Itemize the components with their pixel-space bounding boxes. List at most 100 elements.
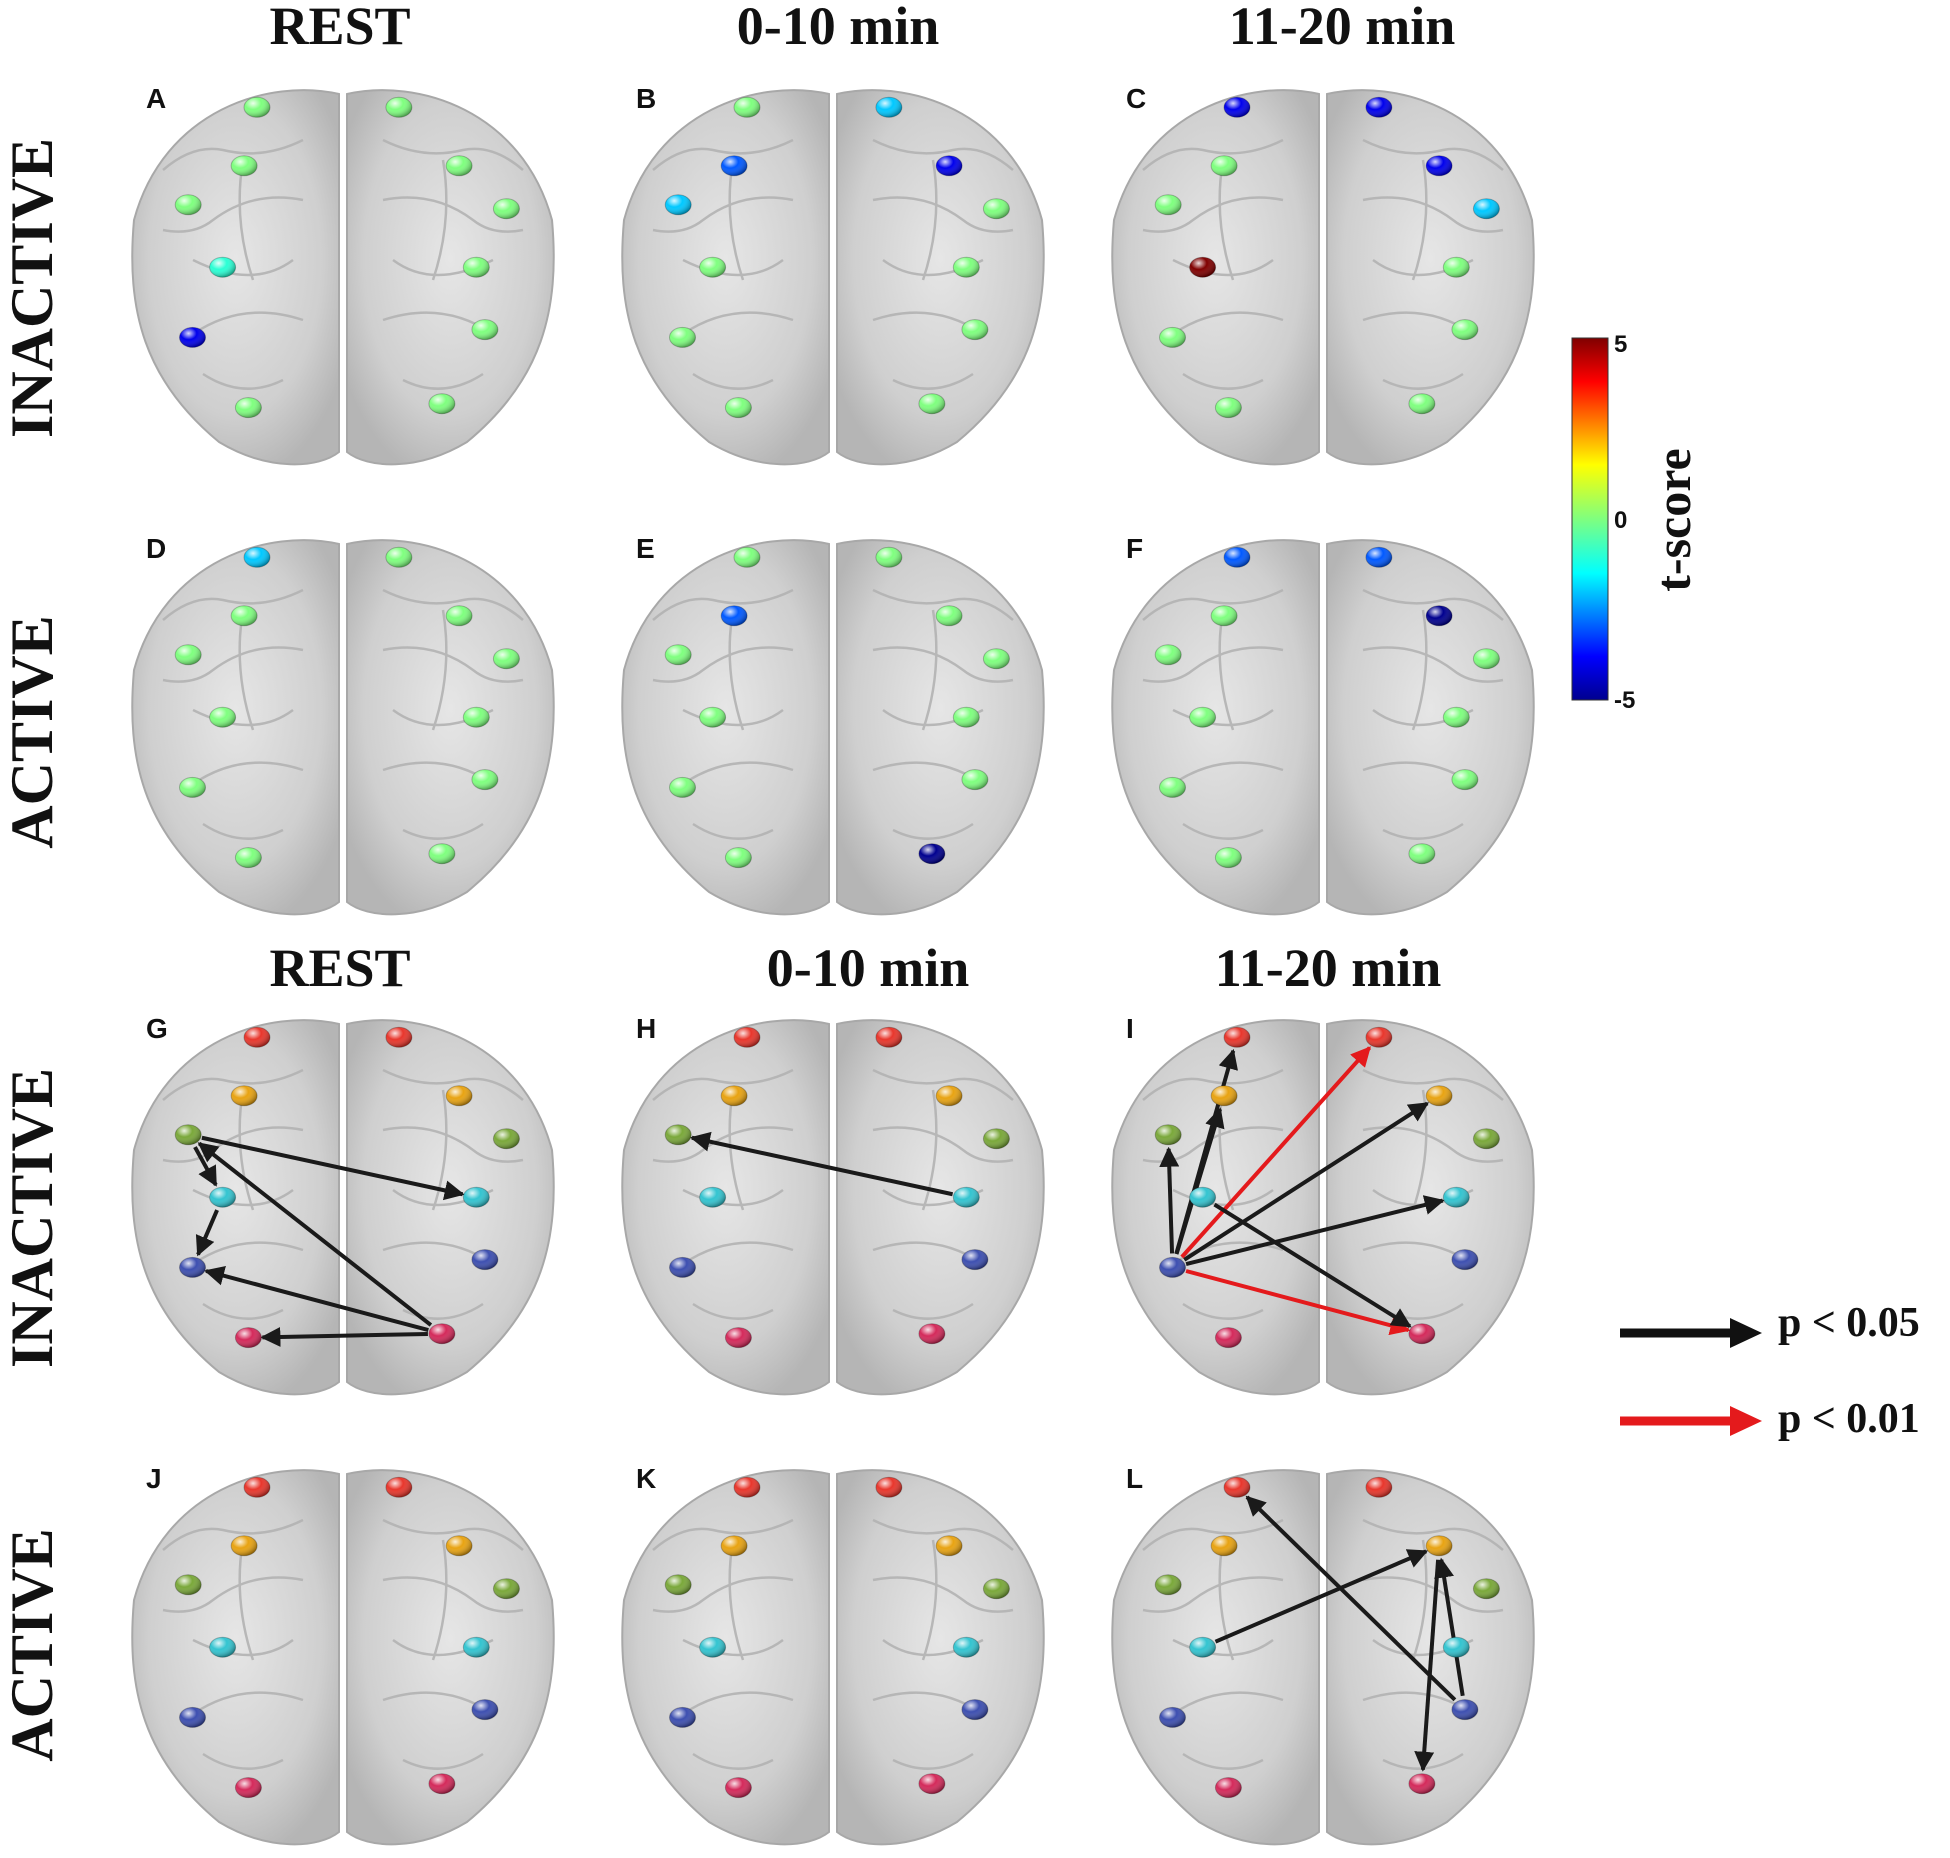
gyrus-fold <box>202 1302 284 1320</box>
right-hemisphere <box>1326 539 1535 916</box>
gyrus-fold <box>921 1089 938 1211</box>
gyrus-fold <box>682 708 784 727</box>
node-R3 <box>492 648 520 670</box>
node-L6 <box>234 397 262 419</box>
node-highlight <box>875 1027 902 1048</box>
node-highlight <box>175 194 202 215</box>
gyrus-fold <box>682 1188 784 1207</box>
node-highlight <box>235 1777 262 1798</box>
right-hemisphere <box>836 539 1045 916</box>
node-R3 <box>1472 1128 1500 1150</box>
gyrus-fold <box>382 196 524 233</box>
node-highlight <box>734 1027 760 1048</box>
panel-letter: E <box>636 533 655 564</box>
gyrus-fold <box>192 761 304 786</box>
node-L3 <box>1154 194 1182 216</box>
panel-letter: F <box>1126 533 1143 564</box>
gyrus-fold <box>192 1188 294 1207</box>
gyrus-fold <box>192 1241 304 1266</box>
node-highlight <box>235 1327 262 1348</box>
gyrus-fold <box>162 1518 304 1551</box>
gyrus-fold <box>382 1576 524 1613</box>
node-R1 <box>1365 1026 1393 1048</box>
node-R2 <box>935 1535 963 1557</box>
node-highlight <box>1189 707 1216 728</box>
node-highlight <box>231 1085 258 1106</box>
connection-arrow <box>204 1265 429 1333</box>
node-L1 <box>243 1026 271 1048</box>
node-highlight <box>446 1535 473 1556</box>
node-highlight <box>953 707 980 728</box>
panel-letter: C <box>1126 83 1146 114</box>
node-highlight <box>1155 644 1182 665</box>
node-highlight <box>1473 648 1500 669</box>
connection-arrow <box>197 1141 433 1327</box>
gyrus-fold <box>872 588 1014 621</box>
right-hemisphere <box>836 1469 1045 1846</box>
node-R2 <box>935 155 963 177</box>
connection-arrow <box>1185 1269 1411 1336</box>
gyrus-fold <box>872 1576 1014 1613</box>
gyrus-fold <box>1142 196 1284 233</box>
node-R3 <box>982 1128 1010 1150</box>
node-L3 <box>174 194 202 216</box>
panel-A: A <box>131 83 555 466</box>
gyrus-fold <box>652 1576 794 1613</box>
gyrus-fold <box>872 646 1014 683</box>
node-R4 <box>1442 706 1470 728</box>
node-L3 <box>174 644 202 666</box>
node-highlight <box>725 1777 752 1798</box>
node-R5 <box>471 1249 499 1271</box>
panel-letter: D <box>146 533 166 564</box>
gyrus-fold <box>692 1752 774 1770</box>
gyrus-fold <box>921 609 938 731</box>
node-R6 <box>918 1323 946 1345</box>
panel-C: C <box>1111 83 1535 466</box>
node-L3 <box>174 1574 202 1596</box>
node-L3 <box>664 1124 692 1146</box>
node-R3 <box>1472 648 1500 670</box>
node-highlight <box>669 1257 696 1278</box>
gyrus-fold <box>402 822 484 840</box>
node-highlight <box>1365 1477 1392 1498</box>
right-hemisphere <box>836 1019 1045 1396</box>
node-highlight <box>428 1773 455 1794</box>
gyrus-fold <box>431 159 448 281</box>
node-R5 <box>1451 769 1479 791</box>
row-label-inactive-2: INACTIVE <box>0 1068 65 1368</box>
gyrus-fold <box>872 196 1014 233</box>
node-L5 <box>669 1256 696 1278</box>
gyrus-fold <box>1362 138 1504 171</box>
node-L5 <box>179 776 206 798</box>
node-highlight <box>1224 1027 1250 1048</box>
node-highlight <box>1211 1085 1238 1106</box>
gyrus-fold <box>1362 1518 1504 1551</box>
node-L2 <box>230 1535 258 1557</box>
node-highlight <box>1211 605 1238 626</box>
node-L1 <box>733 1026 761 1048</box>
node-R6 <box>428 843 456 865</box>
node-highlight <box>665 1124 692 1145</box>
colorbar-gradient <box>1571 337 1609 701</box>
right-hemisphere <box>346 539 555 916</box>
panel-K: K <box>621 1463 1045 1846</box>
node-L1 <box>1223 1476 1251 1498</box>
node-highlight <box>1473 1128 1500 1149</box>
gyrus-fold <box>1172 708 1274 727</box>
gyrus-fold <box>682 1638 784 1657</box>
gyrus-fold <box>682 258 784 277</box>
node-highlight <box>1224 97 1250 118</box>
node-highlight <box>699 1637 726 1658</box>
row-label-inactive-1: INACTIVE <box>0 138 65 438</box>
colorbar-tick-mid: 0 <box>1614 507 1627 534</box>
node-L2 <box>1210 155 1238 177</box>
gyrus-fold <box>872 1518 1014 1551</box>
node-R4 <box>1442 256 1470 278</box>
node-R2 <box>1425 605 1453 627</box>
node-L1 <box>1223 96 1251 118</box>
connection-arrow <box>1434 1557 1465 1697</box>
node-highlight <box>175 644 202 665</box>
connections <box>1159 1046 1445 1336</box>
node-R5 <box>961 1249 989 1271</box>
node-highlight <box>983 1578 1010 1599</box>
